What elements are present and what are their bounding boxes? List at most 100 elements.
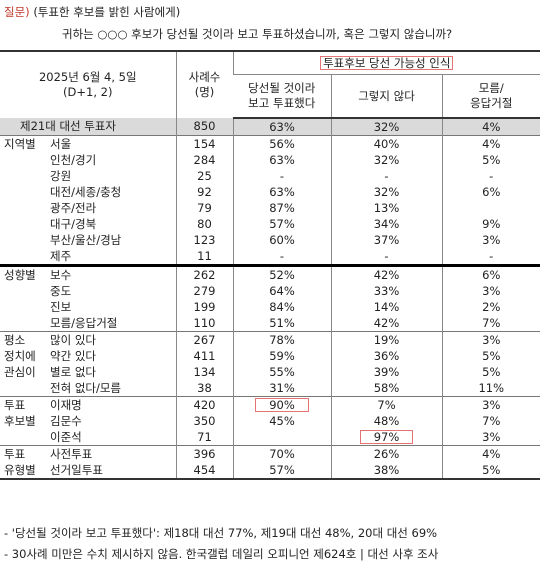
value-cell-yes: 63% (233, 184, 332, 200)
row-label: 대전/세종/충청 (50, 184, 122, 199)
table-row: 진보 199 84% 14% 2% (0, 299, 540, 315)
sample-size-cell: 279 (176, 283, 234, 299)
table-row: 성향별 보수 262 52% 42% 6% (0, 264, 540, 283)
value-cell-no: 58% (331, 380, 443, 397)
sample-size-cell: 80 (176, 216, 234, 232)
row-label-cell: 제21대 대선 투표자 (0, 118, 177, 136)
sample-size-cell: 199 (176, 299, 234, 315)
value-cell-dk: 4% (442, 118, 540, 136)
row-label-cell: 제주 (0, 248, 177, 266)
value-cell-dk: 6% (482, 184, 501, 199)
count-unit: (명) (194, 85, 215, 99)
table-row: 후보별 김문수 350 45% 48% 7% (0, 413, 540, 429)
value-cell-no: 26% (331, 445, 443, 462)
value-cell-yes: 70% (233, 445, 332, 462)
sample-size-cell: 267 (176, 331, 234, 348)
value-cell-dk: 3% (442, 331, 540, 348)
value-cell-no: 14% (331, 299, 443, 315)
table-row: 관심이 별로 없다 134 55% 39% 5% (0, 364, 540, 380)
value-cell-no: 34% (331, 216, 443, 232)
value-cell-no: 36% (331, 348, 443, 364)
row-label: 제주 (50, 248, 72, 263)
value-cell-yes: 84% (233, 299, 332, 315)
table-body: 제21대 대선 투표자 850 63% 32% 4% 지역별 서울 154 56% 40% 4% 인천… (0, 118, 540, 480)
value-cell-dk: 3% (482, 283, 501, 298)
header-group: 투표후보 당선 가능성 인식 (232, 50, 540, 75)
row-label: 부산/울산/경남 (50, 232, 122, 247)
row-label: 강원 (50, 168, 72, 183)
value-cell-yes: 52% (233, 264, 332, 283)
header-col-yes: 당선될 것이라 보고 투표했다 (233, 74, 331, 119)
row-category: 평소 (4, 332, 26, 347)
highlighted-value: 97% (359, 429, 414, 444)
value-cell-yes: 87% (233, 200, 332, 216)
row-category: 후보별 (4, 413, 36, 428)
group-label: 투표후보 당선 가능성 인식 (319, 55, 454, 71)
sample-size-cell: 284 (176, 152, 234, 168)
row-label-cell: 지역별 서울 (0, 135, 177, 152)
survey-period: (D+1, 2) (63, 85, 113, 99)
sample-size-cell: 350 (176, 413, 234, 429)
sample-size-cell: 411 (176, 348, 234, 364)
row-label-cell: 전혀 없다/모름 (0, 380, 177, 397)
sample-size-cell: 396 (176, 445, 234, 462)
value-cell-no: - (331, 248, 443, 266)
value-cell-dk: 3% (482, 232, 501, 247)
value-cell-yes: 63% (233, 118, 332, 136)
value-cell-no: 40% (331, 135, 443, 152)
table-row: 제주 11- - - (0, 248, 540, 266)
value-cell-yes: 56% (233, 135, 332, 152)
table-row: 이준석 71 97% 3% (0, 429, 540, 446)
question-text: 귀하는 ○○○ 후보가 당선될 것이라 보고 투표하셨습니까, 혹은 그렇지 않… (62, 27, 453, 41)
sample-size-cell: 71 (176, 429, 234, 446)
row-label-cell: 성향별 보수 (0, 264, 177, 283)
value-cell-yes: 51% (233, 315, 332, 332)
value-cell-dk: 2% (482, 299, 501, 314)
value-cell-no: 19% (331, 331, 443, 348)
footnote-2: - 30사례 미만은 수치 제시하지 않음. 한국갤럽 데일리 오피니언 제62… (4, 547, 439, 561)
row-label: 김문수 (50, 413, 82, 428)
row-label: 진보 (50, 299, 72, 314)
sample-size-cell: 123 (176, 232, 234, 248)
row-category: 관심이 (4, 364, 36, 379)
value-cell-yes: 90% (233, 396, 332, 413)
sample-size-cell: 38 (176, 380, 234, 397)
row-category: 지역별 (4, 136, 36, 151)
row-label: 인천/경기 (50, 152, 97, 167)
row-label-cell: 대전/세종/충청 (0, 184, 177, 200)
value-cell-no: - (331, 168, 443, 184)
value-cell-dk: 5% (482, 152, 501, 167)
col-yes-line1: 당선될 것이라 (248, 81, 316, 95)
table-row: 전혀 없다/모름 38 31% 58% 11% (0, 380, 540, 397)
table-row: 평소 많이 있다 267 78% 19% 3% (0, 331, 540, 348)
sample-size-cell: 11 (176, 248, 234, 266)
value-cell-yes: 45% (233, 413, 332, 429)
row-label-cell: 광주/전라 (0, 200, 177, 216)
sample-size-cell: 110 (176, 315, 234, 332)
header-col-dk: 모름/ 응답거절 (441, 74, 540, 119)
value-cell-yes: 31% (233, 380, 332, 397)
survey-date: 2025년 6월 4, 5일 (38, 70, 137, 84)
row-label: 서울 (50, 136, 72, 151)
col-dk-line1: 모름/ (478, 81, 504, 95)
col-yes-line2: 보고 투표했다 (248, 96, 316, 110)
value-cell-dk: 7% (482, 413, 501, 428)
row-label: 중도 (50, 283, 72, 298)
sample-size-cell: 134 (176, 364, 234, 380)
value-cell-dk: - (489, 168, 494, 183)
row-label: 모름/응답거절 (50, 315, 118, 330)
row-label-cell: 진보 (0, 299, 177, 315)
row-label: 이재명 (50, 397, 82, 412)
row-label: 이준석 (50, 429, 82, 444)
sample-size-cell: 454 (176, 462, 234, 480)
value-cell-yes: - (233, 168, 332, 184)
highlighted-value: 90% (255, 397, 309, 412)
row-label-cell: 유형별 선거일투표 (0, 462, 177, 480)
row-label-cell: 강원 (0, 168, 177, 184)
table-row: 부산/울산/경남 123 60% 37% 3% (0, 232, 540, 248)
table-row: 투표 이재명 420 90% 7% 3% (0, 396, 540, 413)
row-label-cell: 인천/경기 (0, 152, 177, 168)
header-count: 사례수 (명) (175, 50, 233, 118)
value-cell-dk: - (489, 248, 494, 263)
value-cell-yes: 57% (233, 462, 332, 480)
